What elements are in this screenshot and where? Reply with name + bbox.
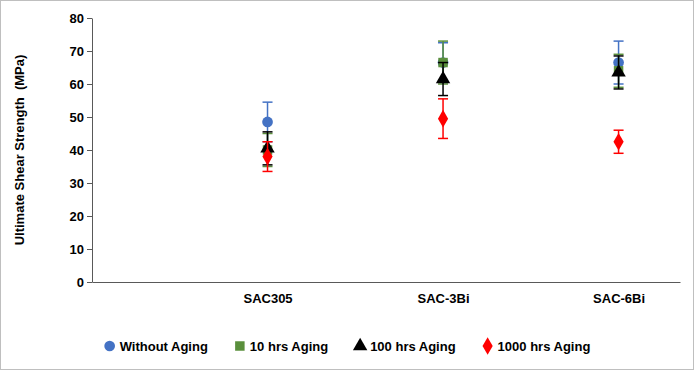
y-axis-title: Ultimate Shear Strength (MPa) xyxy=(12,55,27,246)
error-bar xyxy=(438,99,448,139)
marker xyxy=(436,71,450,83)
series xyxy=(263,41,624,166)
x-axis: SAC305 SAC-3Bi SAC-6Bi xyxy=(93,282,681,306)
error-bar-cap xyxy=(614,88,624,90)
error-bar-cap xyxy=(263,141,273,143)
y-tick-label: 50 xyxy=(70,110,84,125)
legend-label: Without Aging xyxy=(120,339,208,354)
x-axis-line xyxy=(93,282,681,283)
chart: 0 10 20 30 40 50 60 70 80 SAC305 SAC-3Bi SAC-6Bi Ult… xyxy=(0,0,694,370)
y-tick: 50 xyxy=(70,110,92,125)
x-tick-label: SAC-6Bi xyxy=(593,291,645,306)
legend-item: Without Aging xyxy=(104,339,208,354)
error-bar-cap xyxy=(438,138,448,140)
y-tick-mark xyxy=(87,282,92,283)
y-tick-mark xyxy=(87,117,92,118)
error-bar-cap xyxy=(263,131,273,133)
error-bar-cap xyxy=(263,171,273,173)
error-bar-cap xyxy=(438,62,448,64)
x-tick-label: SAC-3Bi xyxy=(418,291,470,306)
error-bar-cap xyxy=(614,129,624,131)
y-tick: 0 xyxy=(77,275,92,290)
y-tick: 70 xyxy=(70,44,92,59)
error-bar xyxy=(263,142,273,172)
legend-marker xyxy=(235,341,244,350)
y-tick-label: 40 xyxy=(70,143,84,158)
y-tick-label: 70 xyxy=(70,44,84,59)
y-tick: 60 xyxy=(70,77,92,92)
x-tick: SAC-6Bi xyxy=(593,282,645,306)
error-bar-cap xyxy=(438,95,448,97)
y-tick-mark xyxy=(87,249,92,250)
y-tick-label: 60 xyxy=(70,77,84,92)
x-tick: SAC-3Bi xyxy=(418,282,470,306)
y-tick: 20 xyxy=(70,209,92,224)
y-tick-label: 10 xyxy=(70,242,84,257)
legend-item: 1000 hrs Aging xyxy=(483,337,591,355)
legend-marker xyxy=(353,338,367,350)
y-tick-label: 30 xyxy=(70,176,84,191)
error-bar-cap xyxy=(438,40,448,42)
y-tick-mark xyxy=(87,18,92,19)
y-tick: 40 xyxy=(70,143,92,158)
y-tick-label: 20 xyxy=(70,209,84,224)
y-tick-mark xyxy=(87,183,92,184)
error-bar-cap xyxy=(614,54,624,56)
marker xyxy=(262,117,273,128)
series xyxy=(260,56,625,165)
y-tick-label: 80 xyxy=(70,11,84,26)
legend-marker xyxy=(483,337,493,355)
error-bar-cap xyxy=(614,40,624,42)
x-tick-label: SAC305 xyxy=(243,291,292,306)
marker xyxy=(611,64,625,76)
error-bar-cap xyxy=(438,98,448,100)
error-bar xyxy=(614,130,624,153)
error-bar-cap xyxy=(263,141,273,143)
y-tick-mark xyxy=(87,51,92,52)
y-tick: 80 xyxy=(70,11,92,26)
legend: Without Aging 10 hrs Aging 100 hrs Aging 10… xyxy=(104,337,590,355)
marker xyxy=(613,133,623,151)
y-axis: 0 10 20 30 40 50 60 70 80 xyxy=(70,11,93,290)
y-tick: 30 xyxy=(70,176,92,191)
legend-marker xyxy=(104,341,115,352)
y-tick-mark xyxy=(87,150,92,151)
series xyxy=(262,99,623,172)
y-tick-mark xyxy=(87,216,92,217)
y-axis-line xyxy=(92,19,93,283)
series xyxy=(262,41,624,142)
marker xyxy=(438,110,448,128)
legend-item: 100 hrs Aging xyxy=(353,338,456,354)
y-tick-label: 0 xyxy=(77,275,84,290)
error-bar-cap xyxy=(263,101,273,103)
chart-border xyxy=(1,1,694,370)
plot-area xyxy=(260,41,625,171)
legend-label: 10 hrs Aging xyxy=(250,339,328,354)
x-tick: SAC305 xyxy=(243,282,292,306)
y-tick-mark xyxy=(87,84,92,85)
y-tick: 10 xyxy=(70,242,92,257)
error-bar-cap xyxy=(614,153,624,155)
legend-label: 100 hrs Aging xyxy=(370,339,456,354)
marker xyxy=(262,148,272,166)
legend-label: 1000 hrs Aging xyxy=(498,339,591,354)
error-bar-cap xyxy=(614,55,624,57)
legend-item: 10 hrs Aging xyxy=(235,339,328,354)
